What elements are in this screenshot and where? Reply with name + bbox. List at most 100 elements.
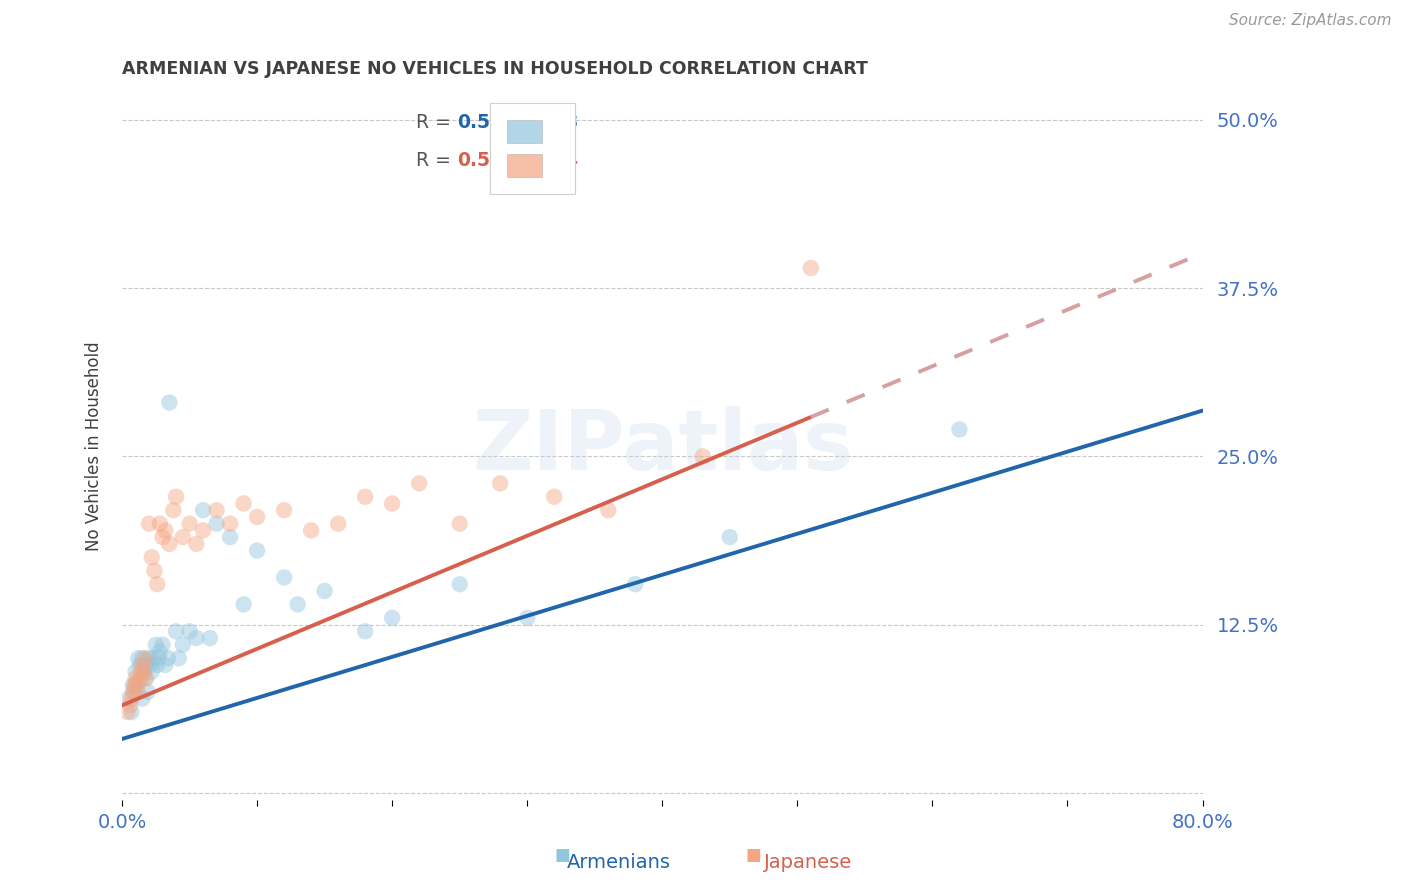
- Text: N =: N =: [505, 113, 558, 132]
- Point: [127, 685, 149, 699]
- Point: [157, 537, 180, 551]
- Point: [139, 657, 162, 672]
- Point: [134, 672, 156, 686]
- Text: N =: N =: [505, 151, 558, 169]
- Point: [121, 691, 143, 706]
- Point: [326, 516, 349, 531]
- Point: [128, 672, 150, 686]
- Point: [191, 524, 214, 538]
- Point: [120, 698, 142, 713]
- Point: [146, 657, 169, 672]
- Point: [948, 422, 970, 436]
- Point: [449, 577, 471, 591]
- Point: [152, 638, 174, 652]
- Point: [121, 678, 143, 692]
- Y-axis label: No Vehicles in Household: No Vehicles in Household: [86, 342, 103, 551]
- Point: [155, 657, 177, 672]
- Point: [131, 691, 153, 706]
- Point: [118, 691, 141, 706]
- Point: [149, 644, 172, 658]
- Point: [381, 496, 404, 510]
- Point: [186, 631, 208, 645]
- Point: [191, 503, 214, 517]
- Text: 0.593: 0.593: [457, 151, 516, 169]
- Point: [354, 624, 377, 639]
- Point: [172, 530, 194, 544]
- Point: [141, 665, 163, 679]
- Point: [121, 685, 143, 699]
- Text: Japanese: Japanese: [765, 854, 852, 872]
- Point: [692, 450, 714, 464]
- Point: [165, 624, 187, 639]
- Point: [138, 651, 160, 665]
- Point: [165, 490, 187, 504]
- Point: [273, 503, 295, 517]
- Legend: , : ,: [489, 103, 575, 194]
- Point: [186, 537, 208, 551]
- Point: [287, 598, 309, 612]
- Point: [205, 516, 228, 531]
- Point: [141, 550, 163, 565]
- Point: [179, 624, 201, 639]
- Text: ZIPatlas: ZIPatlas: [472, 406, 853, 487]
- Text: R =: R =: [416, 151, 457, 169]
- Point: [543, 490, 565, 504]
- Point: [516, 611, 538, 625]
- Point: [127, 651, 149, 665]
- Text: R =: R =: [416, 113, 457, 132]
- Text: Armenians: Armenians: [567, 854, 671, 872]
- Point: [157, 395, 180, 409]
- Point: [148, 651, 170, 665]
- Point: [134, 651, 156, 665]
- Point: [122, 678, 145, 692]
- Point: [354, 490, 377, 504]
- Point: [145, 638, 167, 652]
- Point: [121, 705, 143, 719]
- Point: [135, 657, 157, 672]
- Point: [131, 651, 153, 665]
- Point: [162, 503, 184, 517]
- Text: 44: 44: [553, 151, 578, 169]
- Text: ■: ■: [745, 847, 762, 864]
- Point: [408, 476, 430, 491]
- Point: [124, 665, 146, 679]
- Point: [132, 665, 155, 679]
- Point: [117, 705, 139, 719]
- Point: [136, 685, 159, 699]
- Point: [800, 260, 823, 275]
- Point: [232, 598, 254, 612]
- Point: [156, 651, 179, 665]
- Point: [314, 583, 336, 598]
- Point: [124, 672, 146, 686]
- Point: [129, 672, 152, 686]
- Text: ■: ■: [554, 847, 571, 864]
- Point: [489, 476, 512, 491]
- Point: [246, 510, 269, 524]
- Point: [146, 577, 169, 591]
- Point: [132, 665, 155, 679]
- Point: [624, 577, 647, 591]
- Point: [167, 651, 190, 665]
- Point: [205, 503, 228, 517]
- Text: ARMENIAN VS JAPANESE NO VEHICLES IN HOUSEHOLD CORRELATION CHART: ARMENIAN VS JAPANESE NO VEHICLES IN HOUS…: [122, 60, 868, 78]
- Point: [449, 516, 471, 531]
- Point: [381, 611, 404, 625]
- Point: [232, 496, 254, 510]
- Point: [135, 672, 157, 686]
- Point: [219, 530, 242, 544]
- Point: [155, 524, 177, 538]
- Point: [122, 685, 145, 699]
- Point: [172, 638, 194, 652]
- Point: [149, 516, 172, 531]
- Point: [143, 564, 166, 578]
- Point: [142, 651, 165, 665]
- Point: [598, 503, 620, 517]
- Point: [299, 524, 322, 538]
- Point: [129, 665, 152, 679]
- Text: 0.558: 0.558: [457, 113, 516, 132]
- Point: [125, 678, 148, 692]
- Point: [246, 543, 269, 558]
- Point: [131, 657, 153, 672]
- Point: [198, 631, 221, 645]
- Point: [718, 530, 741, 544]
